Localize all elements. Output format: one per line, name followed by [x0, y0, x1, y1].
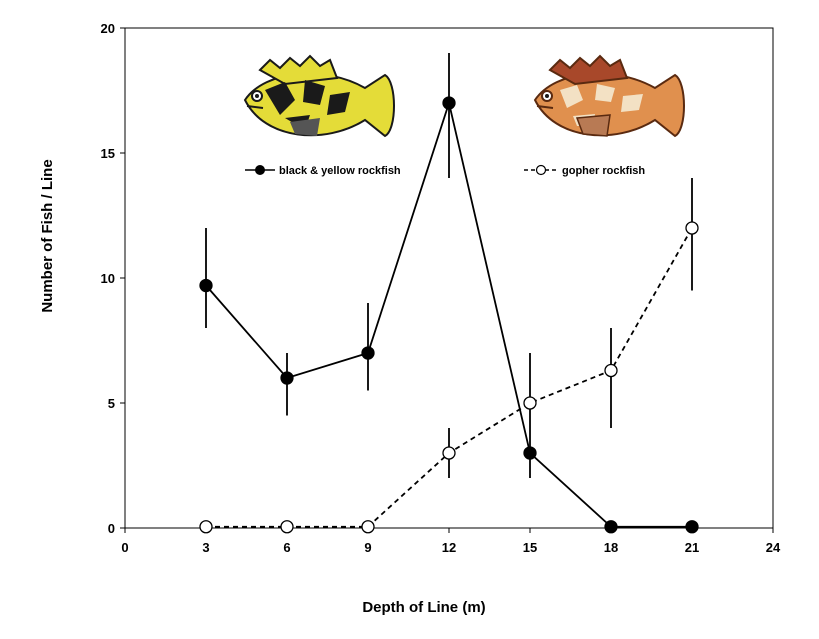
gopher-rockfish-icon — [533, 54, 685, 138]
y-tick-label: 0 — [108, 521, 115, 536]
data-point-gopher — [280, 520, 294, 534]
series-line-gopher — [206, 227, 693, 528]
legend-marker-filled — [255, 165, 265, 175]
data-point-black-yellow — [685, 520, 699, 534]
data-point-black-yellow — [442, 96, 456, 110]
data-point-gopher — [523, 396, 537, 410]
x-tick-label: 15 — [523, 540, 537, 555]
y-tick-label: 15 — [101, 146, 115, 161]
x-tick-label: 0 — [121, 540, 128, 555]
data-point-gopher — [604, 363, 618, 378]
legend-label-black-yellow: black & yellow rockfish — [279, 165, 401, 177]
legend-marker-open — [535, 164, 547, 176]
x-tick-label: 6 — [283, 540, 290, 555]
axes: 0 3 6 9 12 15 18 21 24 0 5 10 15 20 — [101, 21, 781, 555]
black-and-yellow-rockfish-icon — [243, 54, 395, 138]
x-tick-label: 12 — [442, 540, 456, 555]
x-tick-label: 18 — [604, 540, 618, 555]
x-tick-label: 24 — [766, 540, 781, 555]
data-points — [199, 96, 699, 534]
legend-entry-gopher: gopher rockfish — [524, 164, 645, 177]
x-axis-title: Depth of Line (m) — [362, 599, 485, 616]
data-point-gopher — [685, 221, 699, 235]
legend-label-gopher: gopher rockfish — [562, 165, 645, 177]
x-tick-label: 21 — [685, 540, 699, 555]
data-point-black-yellow — [280, 371, 294, 385]
y-tick-label: 5 — [108, 396, 115, 411]
data-point-black-yellow — [604, 520, 618, 534]
data-point-gopher — [199, 520, 213, 534]
data-point-black-yellow — [361, 346, 375, 360]
y-axis-title: Number of Fish / Line — [39, 159, 56, 312]
data-point-gopher — [361, 520, 375, 534]
y-tick-label: 20 — [101, 21, 115, 36]
legend: black & yellow rockfish gopher rockfish — [245, 164, 645, 177]
x-tick-label: 3 — [202, 540, 209, 555]
y-tick-label: 10 — [101, 271, 115, 286]
data-point-black-yellow — [199, 278, 213, 293]
data-point-gopher — [442, 446, 456, 460]
legend-entry-black-yellow: black & yellow rockfish — [245, 165, 401, 177]
data-point-black-yellow — [523, 446, 537, 460]
x-tick-label: 9 — [364, 540, 371, 555]
